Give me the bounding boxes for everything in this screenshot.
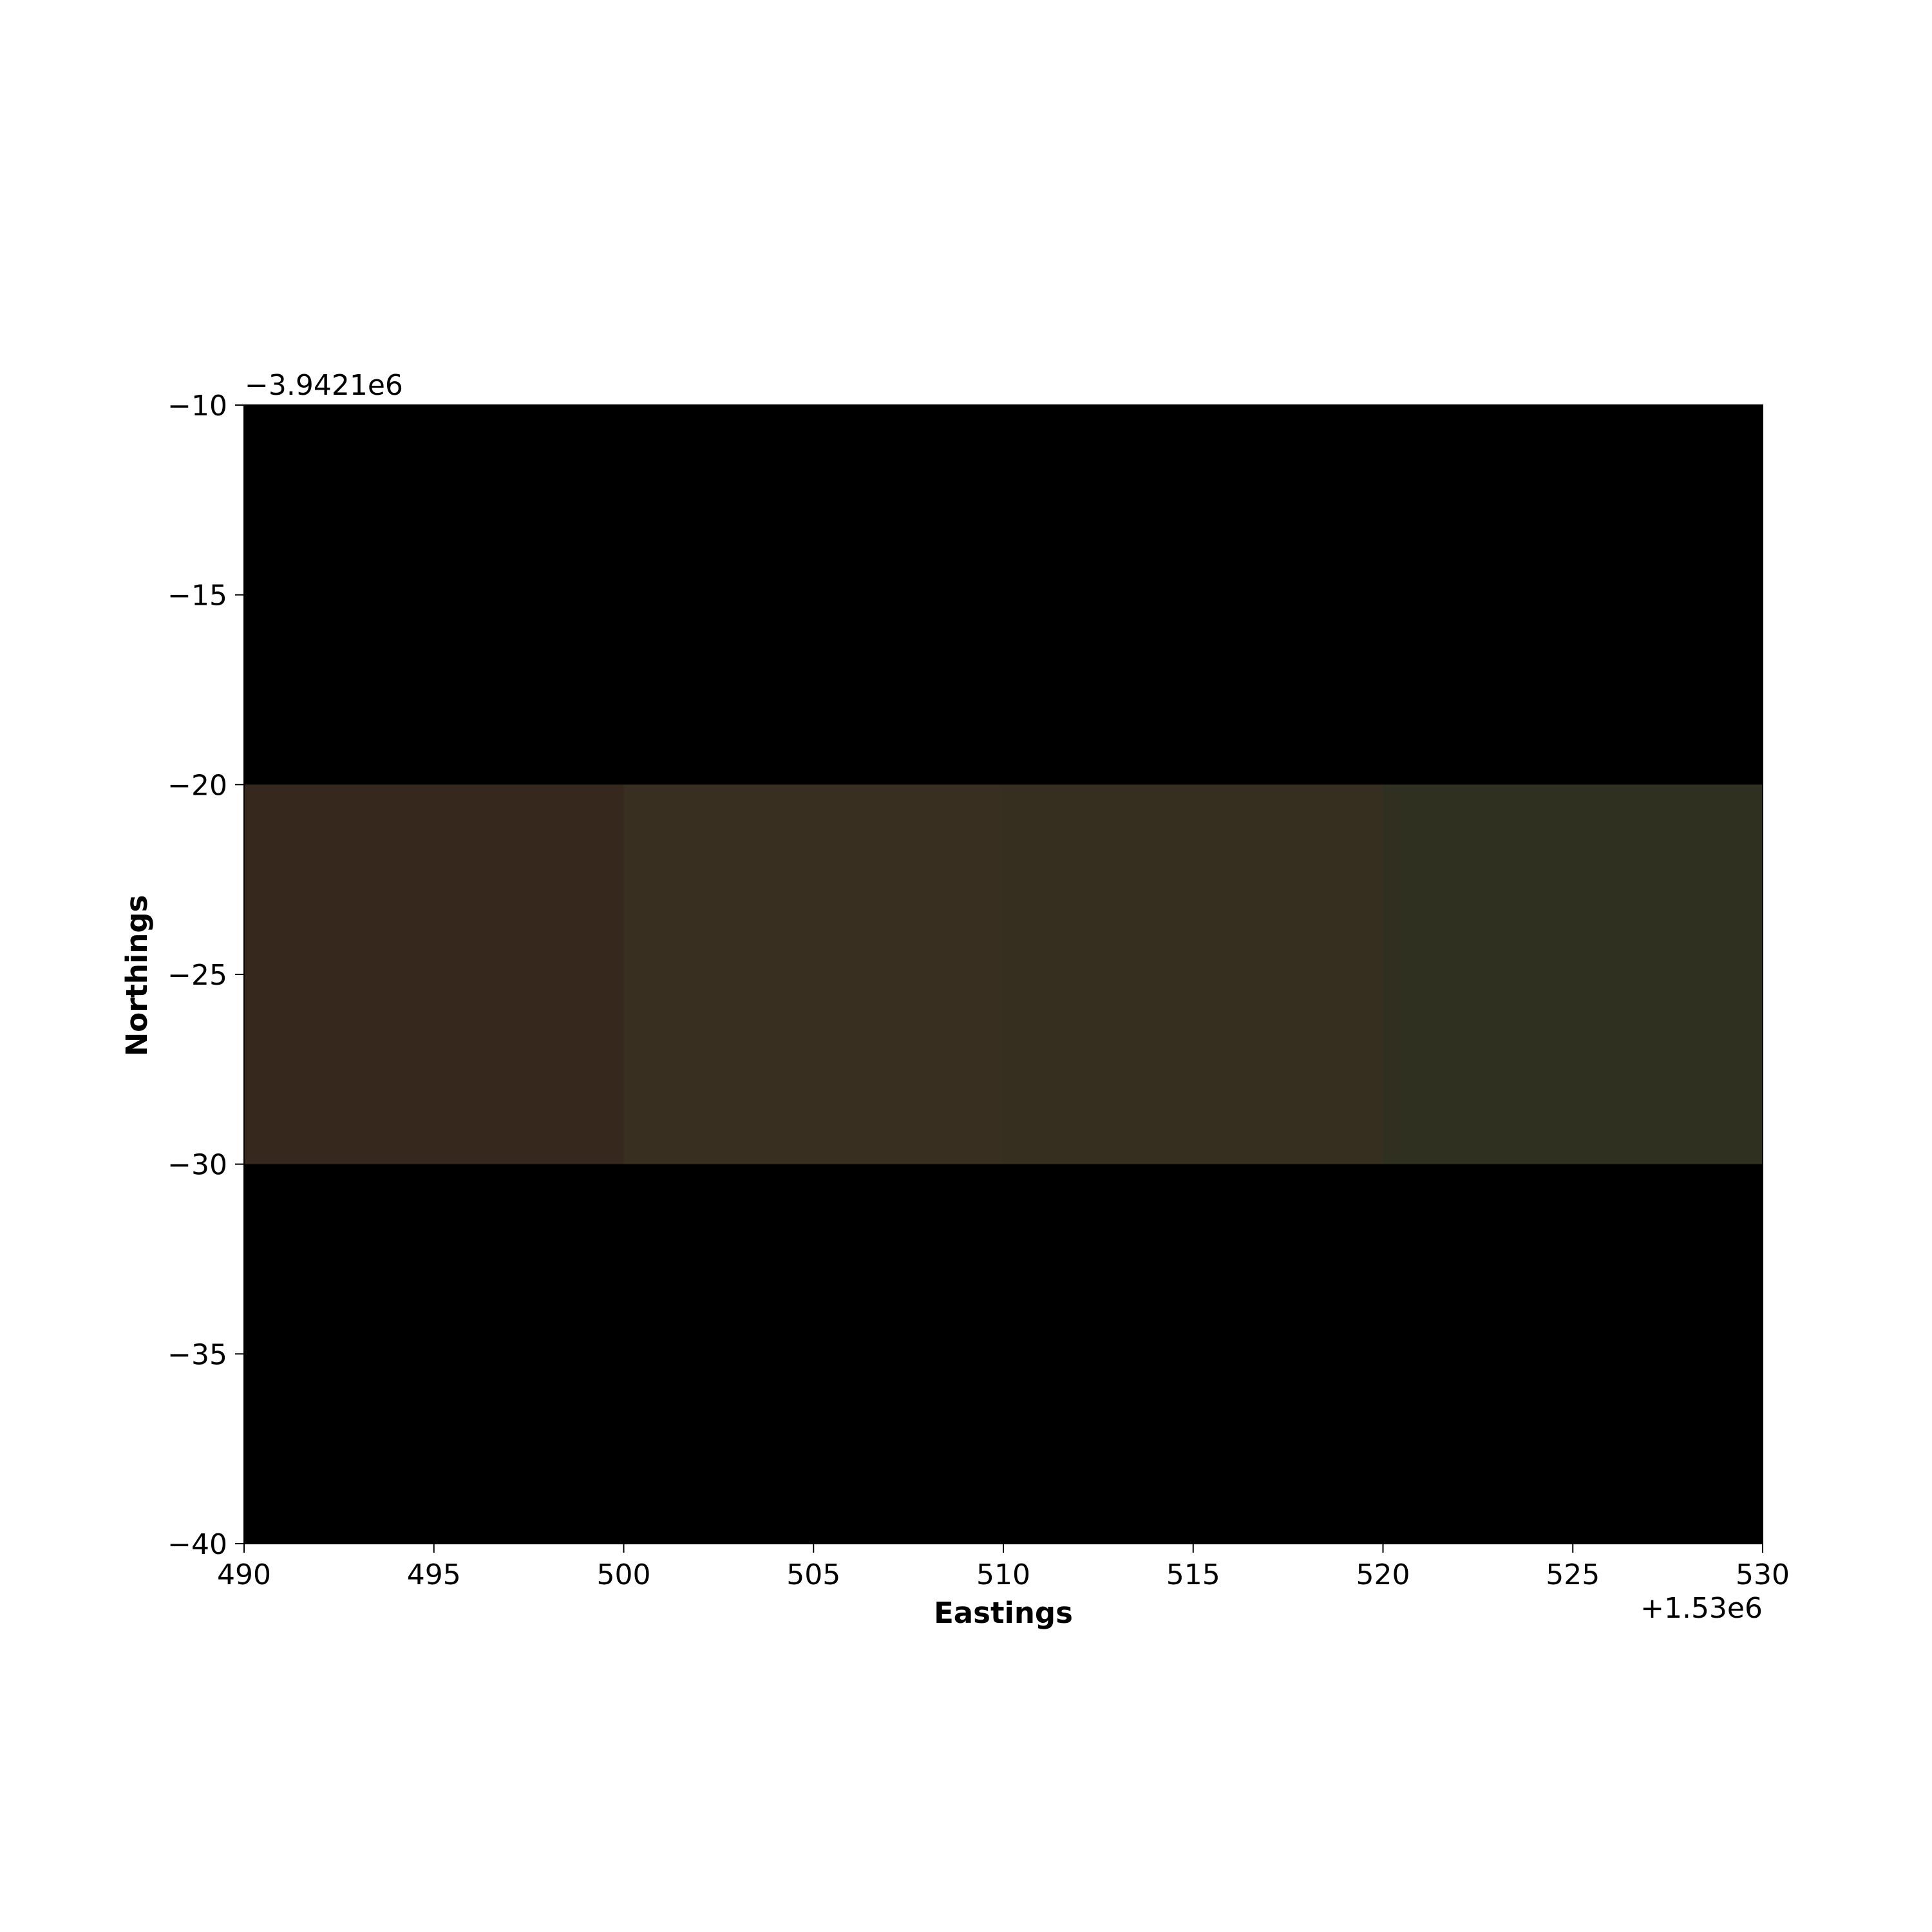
x-tick-label: 495: [407, 1558, 461, 1591]
x-tick-label: 520: [1356, 1558, 1410, 1591]
x-axis-ticks: 490 495 500 505 510 515 520 525 530: [217, 1544, 1790, 1591]
raster-cell-0: [244, 784, 624, 1164]
x-tick-label: 525: [1546, 1558, 1600, 1591]
raster-cells: [244, 784, 1763, 1164]
x-tick-label: 500: [597, 1558, 651, 1591]
raster-cell-1: [623, 784, 1003, 1164]
raster-cell-3: [1383, 784, 1763, 1164]
y-axis-ticks: −10 −15 −20 −25 −30 −35 −40: [167, 390, 244, 1561]
x-axis-title: Eastings: [934, 1596, 1073, 1630]
y-tick-label: −20: [167, 769, 227, 802]
x-tick-label: 510: [976, 1558, 1030, 1591]
x-tick-label: 490: [217, 1558, 271, 1591]
y-tick-label: −35: [167, 1338, 227, 1371]
raster-cell-2: [1003, 784, 1383, 1164]
x-axis-offset-label: +1.53e6: [1640, 1592, 1763, 1625]
y-axis-title: Northings: [120, 895, 154, 1057]
y-tick-label: −30: [167, 1149, 227, 1182]
y-tick-label: −40: [167, 1528, 227, 1561]
y-axis-offset-label: −3.9421e6: [245, 369, 403, 402]
y-tick-label: −10: [167, 390, 227, 422]
x-tick-label: 515: [1166, 1558, 1220, 1591]
x-tick-label: 530: [1736, 1558, 1790, 1591]
x-tick-label: 505: [786, 1558, 840, 1591]
y-tick-label: −15: [167, 580, 227, 612]
y-tick-label: −25: [167, 959, 227, 992]
